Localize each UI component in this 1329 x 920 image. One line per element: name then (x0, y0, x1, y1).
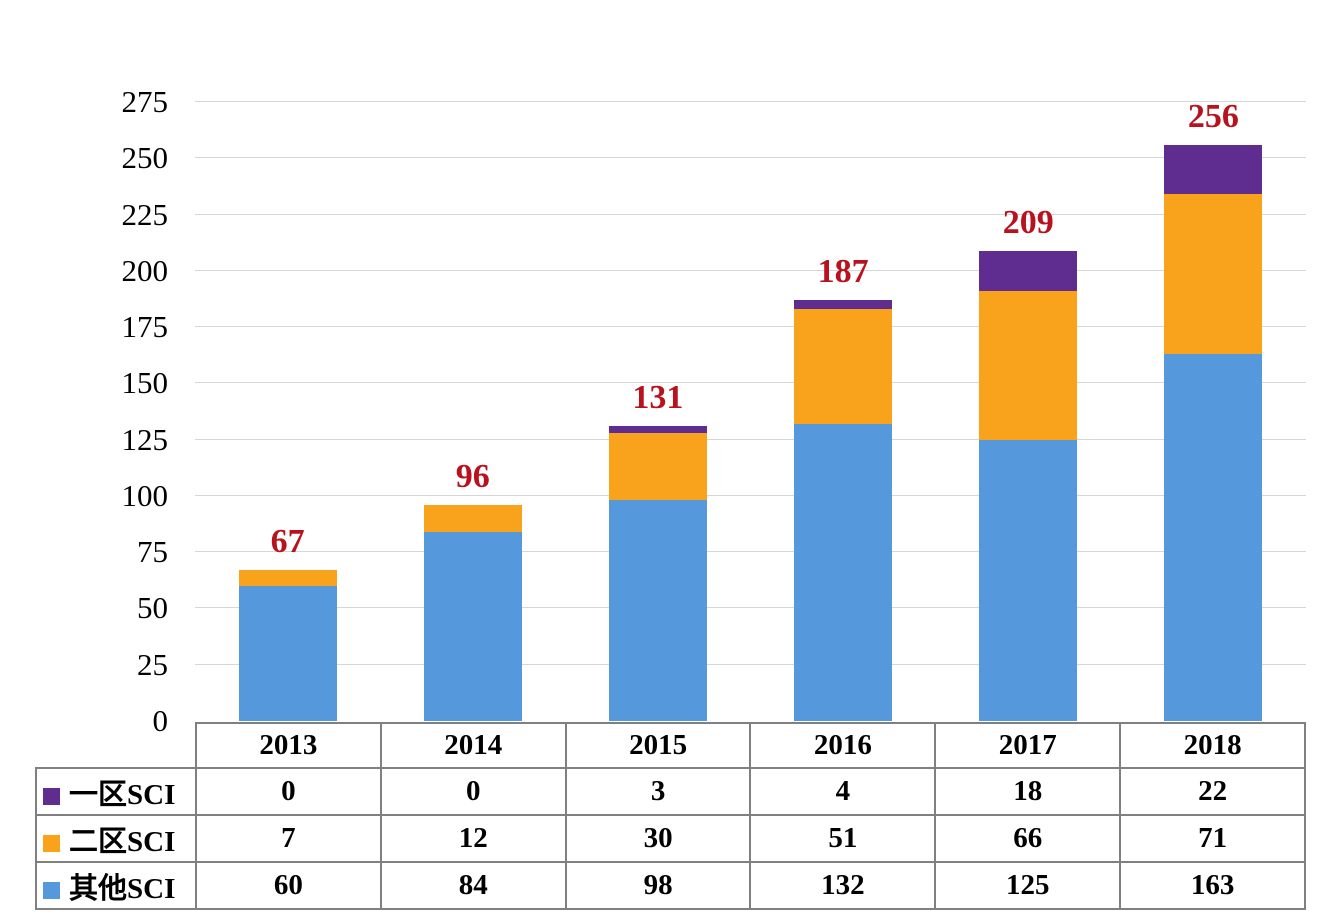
year-header-cell-2013: 2013 (195, 722, 382, 769)
value-cell-sci-zone1-2017: 18 (934, 767, 1122, 816)
bar-segment-sci-zone1-2015 (608, 426, 707, 433)
value-cell-sci-other-2015: 98 (564, 861, 752, 910)
legend-cell-sci-other: 其他SCI (35, 861, 197, 910)
y-axis-tick-label: 250 (121, 140, 169, 176)
value-cell-sci-zone1-2018: 22 (1119, 767, 1306, 816)
value-cell-sci-other-2014: 84 (379, 861, 567, 910)
y-axis-tick-label: 125 (121, 421, 169, 457)
bar-segment-sci-zone1-2017 (979, 250, 1078, 292)
table-row-sci-zone2: 二区SCI 7 12 30 51 66 71 (35, 814, 1306, 863)
y-axis-tick-label: 75 (137, 534, 168, 570)
y-axis-tick-label: 100 (121, 477, 169, 513)
bar-segment-sci-zone1-2016 (794, 300, 893, 310)
bar-segment-sci-zone2-2015 (608, 432, 707, 501)
legend-label-sci-zone1: 一区SCI (69, 778, 176, 811)
value-cell-sci-zone1-2014: 0 (379, 767, 567, 816)
gridline-y-100 (195, 494, 1306, 496)
gridline-y-75 (195, 551, 1306, 553)
value-cell-sci-zone1-2016: 4 (749, 767, 937, 816)
value-cell-sci-zone2-2016: 51 (749, 814, 937, 863)
table-header-row: 2013 2014 2015 2016 2017 2018 (36, 722, 1306, 769)
bar-segment-sci-other-2017 (979, 439, 1078, 721)
bar-segment-sci-other-2014 (423, 531, 522, 721)
gridline-y-200 (195, 269, 1306, 271)
bar-segment-sci-other-2016 (794, 423, 893, 721)
gridline-y-150 (195, 382, 1306, 384)
value-cell-sci-zone1-2015: 3 (564, 767, 752, 816)
bar-total-label-2015: 131 (632, 379, 684, 417)
legend-cell-sci-zone2: 二区SCI (35, 814, 197, 863)
value-cell-sci-other-2013: 60 (195, 861, 382, 910)
value-cell-sci-zone2-2015: 30 (564, 814, 752, 863)
bar-segment-sci-zone2-2016 (794, 309, 893, 424)
y-axis-tick-label: 200 (121, 252, 169, 288)
legend-label-sci-zone2: 二区SCI (69, 825, 176, 858)
gridline-y-50 (195, 607, 1306, 609)
legend-swatch-icon-sci-zone1 (43, 787, 60, 805)
legend-cell-sci-zone1: 一区SCI (35, 767, 197, 816)
y-axis-tick-label: 175 (121, 309, 169, 345)
bar-segment-sci-zone2-2018 (1164, 194, 1263, 355)
value-cell-sci-zone2-2017: 66 (934, 814, 1122, 863)
gridline-y-250 (195, 157, 1306, 159)
value-cell-sci-zone2-2014: 12 (379, 814, 567, 863)
legend-swatch-icon-sci-zone2 (43, 834, 60, 852)
table-row-sci-other: 其他SCI 60 84 98 132 125 163 (35, 861, 1306, 910)
value-cell-sci-other-2016: 132 (749, 861, 937, 910)
bar-total-label-2013: 67 (270, 523, 305, 561)
bar-segment-sci-zone2-2014 (423, 504, 522, 532)
gridline-y-225 (195, 213, 1306, 215)
gridline-y-275 (195, 101, 1306, 102)
bar-segment-sci-zone2-2017 (979, 291, 1078, 440)
value-cell-sci-other-2018: 163 (1119, 861, 1306, 910)
year-header-cell-2016: 2016 (749, 722, 937, 769)
gridline-y-175 (195, 326, 1306, 328)
chart-data-table: 2013 2014 2015 2016 2017 2018 一区SCI 0 0 3 4 18 22 二区S… (35, 722, 1306, 910)
gridline-y-25 (195, 663, 1306, 665)
y-axis-tick-label: 150 (121, 365, 169, 401)
bar-total-label-2018: 256 (1187, 97, 1239, 135)
year-header-cell-2018: 2018 (1119, 722, 1306, 769)
legend-label-sci-other: 其他SCI (69, 872, 176, 905)
y-axis-tick-label: 25 (137, 646, 168, 682)
value-cell-sci-zone1-2013: 0 (195, 767, 382, 816)
y-axis-tick-label: 50 (137, 590, 168, 626)
year-header-cell-2014: 2014 (379, 722, 567, 769)
y-axis-tick-label: 275 (121, 84, 169, 119)
y-axis-tick-label: 225 (121, 196, 169, 232)
year-header-cell-2015: 2015 (564, 722, 752, 769)
table-blank-corner-cell (36, 723, 196, 768)
y-axis-tick-label: 0 (152, 703, 169, 738)
legend-swatch-icon-sci-other (43, 881, 60, 899)
bar-segment-sci-other-2018 (1164, 354, 1263, 721)
bar-total-label-2014: 96 (455, 457, 490, 495)
value-cell-sci-zone2-2013: 7 (195, 814, 382, 863)
value-cell-sci-other-2017: 125 (934, 861, 1122, 910)
bar-total-label-2017: 209 (1002, 203, 1054, 241)
bar-segment-sci-other-2013 (238, 585, 337, 721)
table-row-sci-zone1: 一区SCI 0 0 3 4 18 22 (35, 767, 1306, 816)
year-header-cell-2017: 2017 (934, 722, 1122, 769)
value-cell-sci-zone2-2018: 71 (1119, 814, 1306, 863)
bar-total-label-2016: 187 (817, 253, 869, 291)
gridline-y-125 (195, 438, 1306, 440)
bar-segment-sci-other-2015 (608, 500, 707, 721)
bar-segment-sci-zone2-2013 (238, 570, 337, 586)
bar-segment-sci-zone1-2018 (1164, 144, 1263, 195)
